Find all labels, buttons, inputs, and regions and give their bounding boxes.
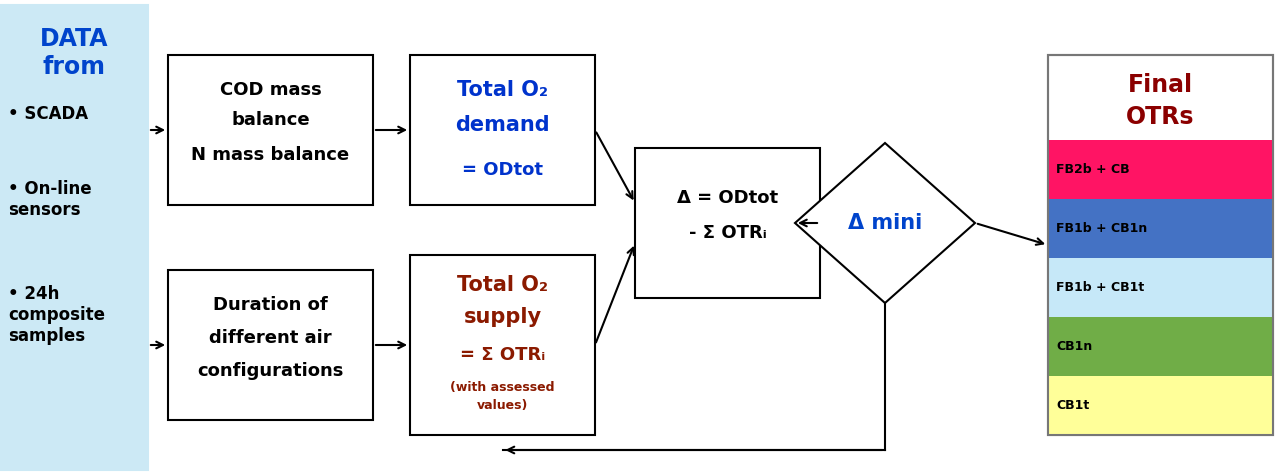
Bar [410,255,595,435]
Bar [1049,55,1273,435]
Text: Δ = ODtot: Δ = ODtot [677,189,777,207]
Bar [168,55,373,205]
Bar [1049,376,1272,435]
Text: configurations: configurations [198,362,343,380]
Text: = Σ OTRᵢ: = Σ OTRᵢ [460,346,545,364]
Text: Total O₂: Total O₂ [457,275,547,295]
Bar [1049,199,1272,258]
Bar [168,270,373,420]
Text: Δ mini: Δ mini [848,213,923,233]
Text: CB1n: CB1n [1056,340,1092,353]
Text: Duration of: Duration of [213,296,328,314]
Text: (with assessed: (with assessed [450,381,555,393]
Text: • 24h
composite
samples: • 24h composite samples [8,285,105,345]
Text: balance: balance [231,111,310,129]
Text: FB1b + CB1t: FB1b + CB1t [1056,281,1144,294]
Bar [1049,55,1273,435]
Text: - Σ OTRᵢ: - Σ OTRᵢ [689,224,766,242]
Text: Total O₂: Total O₂ [457,80,547,100]
Text: • SCADA: • SCADA [8,105,89,123]
Text: OTRs: OTRs [1126,105,1195,129]
Text: = ODtot: = ODtot [463,161,544,179]
Bar [1049,258,1272,317]
Text: N mass balance: N mass balance [191,146,350,164]
Bar [1049,317,1272,376]
Text: from: from [42,55,105,79]
Text: FB2b + CB: FB2b + CB [1056,163,1130,176]
Text: different air: different air [209,329,332,347]
Bar [0,5,148,470]
Text: COD mass: COD mass [220,81,321,99]
Bar [410,55,595,205]
Bar [1049,140,1272,199]
Text: CB1t: CB1t [1056,399,1090,412]
Text: • On-line
sensors: • On-line sensors [8,180,91,219]
Text: values): values) [477,399,528,411]
Text: supply: supply [464,307,541,327]
Polygon shape [795,143,975,303]
Bar [635,148,820,298]
Text: Final: Final [1128,73,1192,97]
Text: demand: demand [455,115,550,135]
Text: FB1b + CB1n: FB1b + CB1n [1056,222,1148,235]
Text: DATA: DATA [40,27,108,51]
